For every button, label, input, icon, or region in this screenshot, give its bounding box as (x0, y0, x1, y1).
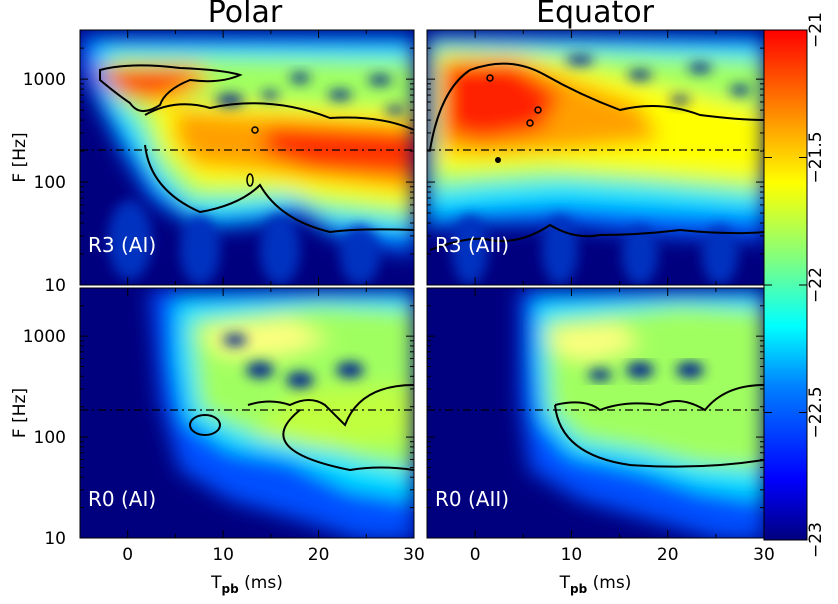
panel-label: R0 (AII) (435, 487, 509, 511)
colorbar-tick-label: −22 (806, 267, 826, 303)
column-title-polar: Polar (208, 0, 283, 30)
heatmap-r3-ai (80, 30, 414, 285)
x-axis-label: Tpb (ms) (559, 573, 632, 596)
colorbar-tick-label: −21 (806, 12, 826, 48)
panel-r0-ai: R0 (AI) (79, 287, 415, 539)
panel-r3-aii: R3 (AII) (426, 29, 765, 286)
heatmap-r0-aii (427, 288, 764, 538)
panel-label: R3 (AII) (435, 233, 509, 257)
panel-r0-aii: R0 (AII) (426, 287, 765, 539)
x-tick-label: 20 (657, 545, 679, 565)
x-tick-label: 30 (403, 545, 425, 565)
panel-label: R0 (AI) (88, 487, 156, 511)
y-tick-label: 10 (44, 276, 66, 296)
x-tick-label: 20 (308, 545, 330, 565)
colorbar-tick-label: −21.5 (806, 131, 826, 183)
colorbar-tick-label: −23 (806, 522, 826, 558)
y-axis-label: F [Hz] (10, 388, 30, 438)
y-tick-label: 10 (44, 529, 66, 549)
x-tick-label: 0 (122, 545, 133, 565)
colorbar: −21 −21.5 −22 −22.5 −23 (763, 12, 826, 558)
x-tick-label: 0 (470, 545, 481, 565)
x-tick-label: 10 (561, 545, 583, 565)
panel-label: R3 (AI) (88, 233, 156, 257)
axes-layer: 0 10 20 30 Tpb (ms) 0 10 20 30 Tpb (ms) 10 100 1000 1… (10, 29, 775, 596)
colorbar-ticks: −21 −21.5 −22 −22.5 −23 (764, 12, 826, 558)
y-tick-label: 1000 (23, 70, 66, 90)
y-tick-label: 100 (34, 428, 66, 448)
x-tick-label: 30 (753, 545, 775, 565)
x-axis-label: Tpb (ms) (210, 573, 283, 596)
y-axis-label: F [Hz] (10, 132, 30, 182)
y-tick-label: 100 (34, 173, 66, 193)
colorbar-tick-label: −22.5 (806, 386, 826, 438)
panel-r3-ai: R3 (AI) (79, 29, 415, 286)
column-title-equator: Equator (536, 0, 655, 30)
heatmap-r0-ai (80, 288, 414, 538)
y-tick-label: 1000 (23, 327, 66, 347)
heatmap-r3-aii (427, 30, 764, 285)
x-tick-label: 10 (212, 545, 234, 565)
